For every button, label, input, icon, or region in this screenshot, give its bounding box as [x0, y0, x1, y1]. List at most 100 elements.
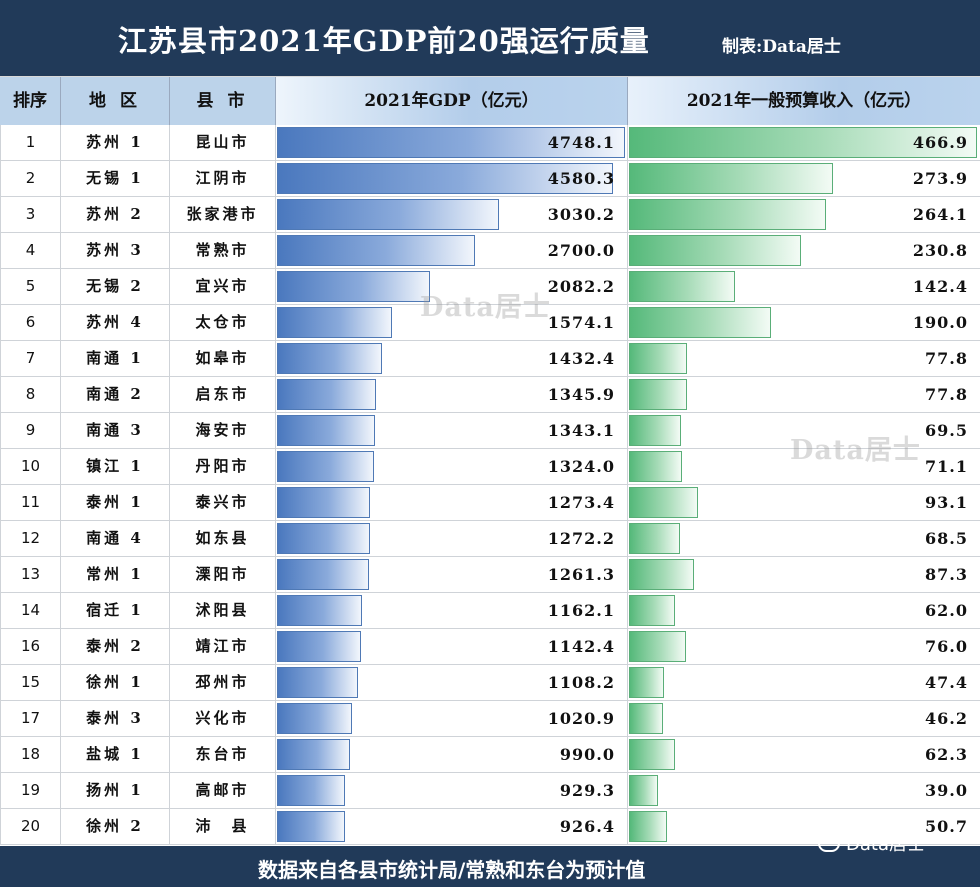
rank-cell: 20 — [0, 809, 61, 844]
gdp-value: 1345.9 — [547, 385, 615, 404]
county-cell: 沭阳县 — [170, 593, 276, 628]
budget-bar — [629, 343, 687, 374]
gdp-cell: 4580.3 — [276, 161, 628, 196]
rank-cell: 7 — [0, 341, 61, 376]
budget-value: 466.9 — [912, 133, 968, 152]
budget-cell: 77.8 — [628, 341, 980, 376]
gdp-value: 1108.2 — [547, 673, 615, 692]
gdp-bar — [277, 451, 374, 482]
gdp-cell: 1273.4 — [276, 485, 628, 520]
budget-value: 190.0 — [912, 313, 968, 332]
gdp-bar — [277, 811, 345, 842]
gdp-cell: 1261.3 — [276, 557, 628, 592]
gdp-value: 2082.2 — [547, 277, 615, 296]
budget-value: 93.1 — [925, 493, 968, 512]
rank-cell: 9 — [0, 413, 61, 448]
table-row: 17 泰州 3 兴化市 1020.9 46.2 — [0, 701, 980, 737]
rank-cell: 5 — [0, 269, 61, 304]
county-cell: 启东市 — [170, 377, 276, 412]
header-gdp: 2021年GDP（亿元） — [276, 77, 628, 125]
region-cell: 泰州 1 — [61, 485, 170, 520]
table-row: 11 泰州 1 泰兴市 1273.4 93.1 — [0, 485, 980, 521]
gdp-cell: 2082.2 — [276, 269, 628, 304]
table-row: 19 扬州 1 高邮市 929.3 39.0 — [0, 773, 980, 809]
budget-bar — [629, 559, 694, 590]
table-row: 1 苏州 1 昆山市 4748.1 466.9 — [0, 125, 980, 161]
budget-value: 69.5 — [925, 421, 968, 440]
budget-bar — [629, 127, 977, 158]
gdp-cell: 1432.4 — [276, 341, 628, 376]
county-cell: 太仓市 — [170, 305, 276, 340]
county-cell: 靖江市 — [170, 629, 276, 664]
budget-cell: 62.0 — [628, 593, 980, 628]
budget-bar — [629, 739, 675, 770]
gdp-cell: 929.3 — [276, 773, 628, 808]
region-cell: 盐城 1 — [61, 737, 170, 772]
gdp-value: 929.3 — [559, 781, 615, 800]
budget-bar — [629, 415, 681, 446]
gdp-cell: 1108.2 — [276, 665, 628, 700]
budget-bar — [629, 523, 680, 554]
budget-cell: 69.5 — [628, 413, 980, 448]
gdp-value: 1272.2 — [547, 529, 615, 548]
gdp-bar — [277, 271, 430, 302]
table-row: 15 徐州 1 邳州市 1108.2 47.4 — [0, 665, 980, 701]
table-row: 7 南通 1 如皋市 1432.4 77.8 — [0, 341, 980, 377]
table-row: 16 泰州 2 靖江市 1142.4 76.0 — [0, 629, 980, 665]
gdp-value: 1142.4 — [547, 637, 615, 656]
budget-cell: 39.0 — [628, 773, 980, 808]
gdp-cell: 1574.1 — [276, 305, 628, 340]
budget-cell: 87.3 — [628, 557, 980, 592]
budget-bar — [629, 379, 687, 410]
county-cell: 溧阳市 — [170, 557, 276, 592]
gdp-bar — [277, 307, 392, 338]
rank-cell: 4 — [0, 233, 61, 268]
budget-cell: 264.1 — [628, 197, 980, 232]
rank-cell: 15 — [0, 665, 61, 700]
county-cell: 宜兴市 — [170, 269, 276, 304]
table-row: 18 盐城 1 东台市 990.0 62.3 — [0, 737, 980, 773]
budget-value: 62.0 — [925, 601, 968, 620]
table-row: 9 南通 3 海安市 1343.1 69.5 — [0, 413, 980, 449]
budget-bar — [629, 703, 663, 734]
gdp-bar — [277, 703, 352, 734]
rank-cell: 13 — [0, 557, 61, 592]
rank-cell: 17 — [0, 701, 61, 736]
gdp-cell: 1272.2 — [276, 521, 628, 556]
budget-value: 77.8 — [925, 385, 968, 404]
county-cell: 兴化市 — [170, 701, 276, 736]
gdp-value: 990.0 — [559, 745, 615, 764]
wechat-icon — [818, 835, 840, 852]
table-header: 排序 地 区 县 市 2021年GDP（亿元） 2021年一般预算收入（亿元） — [0, 76, 980, 125]
gdp-bar — [277, 559, 369, 590]
budget-bar — [629, 487, 698, 518]
budget-bar — [629, 163, 833, 194]
gdp-value: 1261.3 — [547, 565, 615, 584]
region-cell: 无锡 2 — [61, 269, 170, 304]
budget-value: 47.4 — [925, 673, 968, 692]
budget-value: 71.1 — [925, 457, 968, 476]
budget-value: 50.7 — [925, 817, 968, 836]
region-cell: 泰州 2 — [61, 629, 170, 664]
budget-cell: 46.2 — [628, 701, 980, 736]
budget-bar — [629, 667, 664, 698]
budget-cell: 77.8 — [628, 377, 980, 412]
region-cell: 南通 4 — [61, 521, 170, 556]
county-cell: 昆山市 — [170, 125, 276, 160]
table-row: 10 镇江 1 丹阳市 1324.0 71.1 — [0, 449, 980, 485]
gdp-value: 1324.0 — [547, 457, 615, 476]
gdp-cell: 1345.9 — [276, 377, 628, 412]
footer-logo-text: Data居士 — [846, 834, 925, 855]
rank-cell: 12 — [0, 521, 61, 556]
region-cell: 苏州 3 — [61, 233, 170, 268]
region-cell: 镇江 1 — [61, 449, 170, 484]
gdp-value: 4580.3 — [547, 169, 615, 188]
gdp-bar — [277, 667, 358, 698]
budget-value: 273.9 — [912, 169, 968, 188]
gdp-cell: 1020.9 — [276, 701, 628, 736]
region-cell: 常州 1 — [61, 557, 170, 592]
rank-cell: 10 — [0, 449, 61, 484]
county-cell: 如皋市 — [170, 341, 276, 376]
county-cell: 沛 县 — [170, 809, 276, 844]
